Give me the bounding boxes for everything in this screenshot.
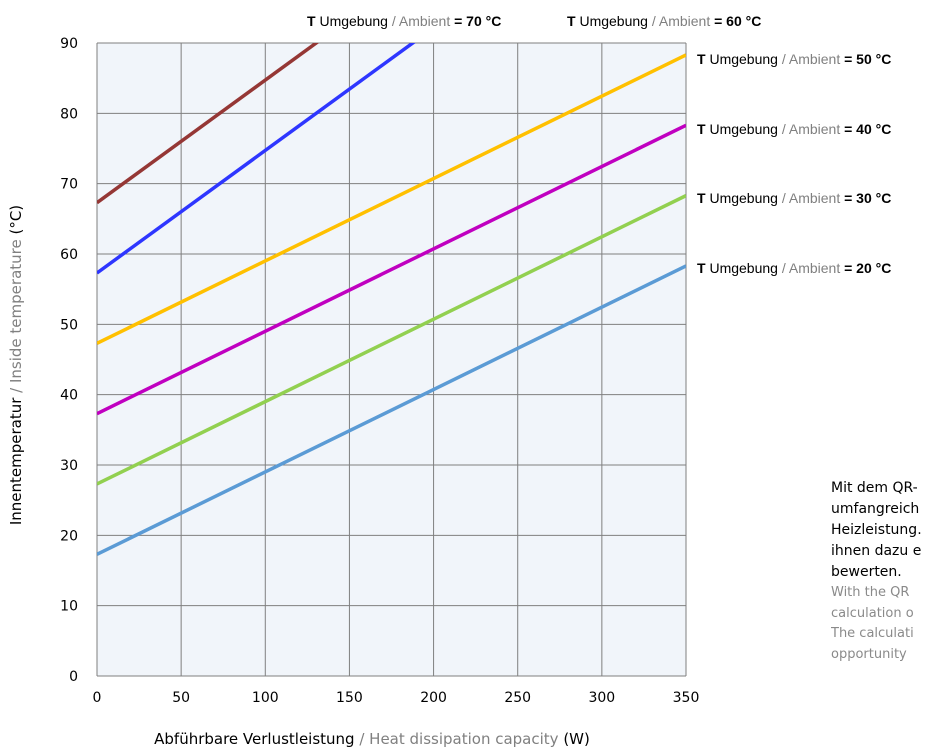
y-tick-label: 0 xyxy=(69,669,78,685)
series-line-5 xyxy=(97,264,686,556)
y-axis-title: Innentemperatur / Inside temperature (°C… xyxy=(7,205,25,525)
side-text-line: opportunity xyxy=(831,646,907,662)
y-tick-label: 20 xyxy=(60,528,78,544)
side-text-english: With the QR calculation o The calculati … xyxy=(831,583,940,665)
x-tick-label: 50 xyxy=(172,690,190,706)
side-text-line: The calculati xyxy=(831,626,914,641)
side-text-german: Mit dem QR- umfangreich Heizleistung. ih… xyxy=(831,478,940,583)
series-label: T Umgebung / Ambient = 20 °C xyxy=(697,260,891,276)
side-text-line: ihnen dazu e xyxy=(831,543,922,559)
series-lines xyxy=(97,43,686,556)
series-label: T Umgebung / Ambient = 50 °C xyxy=(697,51,891,67)
series-line-1 xyxy=(97,43,416,275)
y-tick-label: 80 xyxy=(60,106,78,122)
y-tick-labels: 0 10 20 30 40 50 60 70 80 90 xyxy=(60,36,78,685)
y-tick-label: 70 xyxy=(60,177,78,193)
x-tick-label: 100 xyxy=(252,690,279,706)
series-label: T Umgebung / Ambient = 40 °C xyxy=(697,121,891,137)
y-tick-label: 10 xyxy=(60,599,78,615)
x-tick-labels: 0 50 100 150 200 250 300 350 xyxy=(93,690,700,706)
plot-area xyxy=(97,43,686,676)
side-text-line: bewerten. xyxy=(831,564,902,580)
y-tick-label: 40 xyxy=(60,388,78,404)
series-line-4 xyxy=(97,194,686,486)
x-tick-label: 150 xyxy=(336,690,363,706)
side-text-line: With the QR xyxy=(831,585,910,600)
x-axis-title: Abführbare Verlustleistung / Heat dissip… xyxy=(154,730,590,748)
y-tick-label: 50 xyxy=(60,317,78,333)
x-tick-label: 350 xyxy=(673,690,700,706)
series-label: T Umgebung / Ambient = 30 °C xyxy=(697,190,891,206)
x-tick-label: 200 xyxy=(420,690,447,706)
y-tick-label: 90 xyxy=(60,36,78,52)
series-label: T Umgebung / Ambient = 70 °C xyxy=(307,13,501,29)
series-line-0 xyxy=(97,43,320,205)
y-tick-label: 30 xyxy=(60,458,78,474)
series-label: T Umgebung / Ambient = 60 °C xyxy=(567,13,761,29)
series-labels: T Umgebung / Ambient = 70 °C T Umgebung /… xyxy=(307,13,891,276)
x-tick-label: 300 xyxy=(588,690,615,706)
x-tick-label: 250 xyxy=(504,690,531,706)
series-line-3 xyxy=(97,123,686,416)
side-text-line: umfangreich xyxy=(831,501,920,517)
y-tick-label: 60 xyxy=(60,247,78,263)
x-tick-label: 0 xyxy=(93,690,102,706)
side-text-line: Heizleistung. xyxy=(831,522,922,538)
side-text-line: Mit dem QR- xyxy=(831,480,918,496)
side-text-line: calculation o xyxy=(831,605,914,621)
series-line-2 xyxy=(97,53,686,345)
